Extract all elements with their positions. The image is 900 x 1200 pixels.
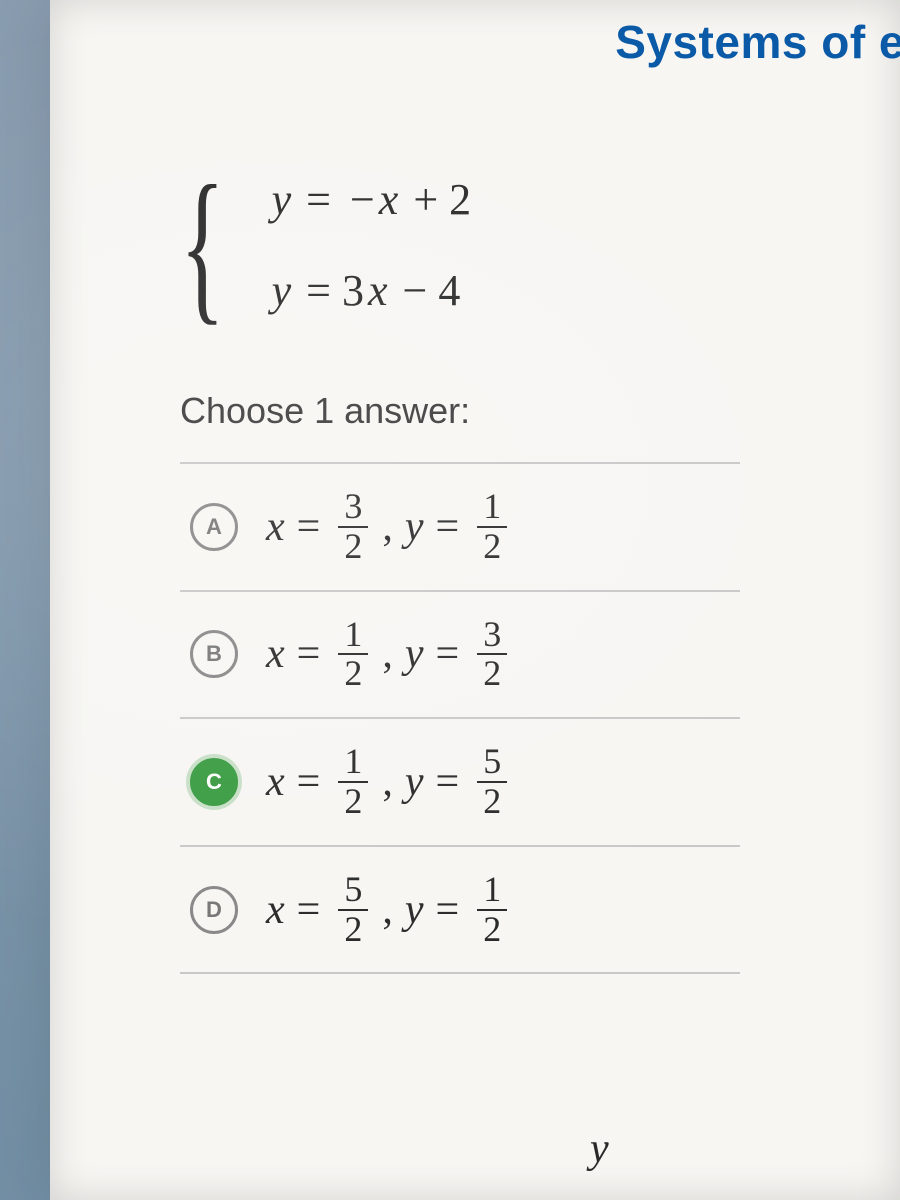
equation-1: y = −x + 2 — [272, 174, 476, 225]
choice-a-x-den: 2 — [338, 528, 368, 566]
choice-b-text: x= 12 ,y= 32 — [266, 616, 513, 694]
choice-b-x-num: 1 — [338, 616, 368, 656]
stray-y-label: y — [590, 1125, 609, 1173]
question-content: { y = −x + 2 y = 3x − 4 Choose 1 answer:… — [180, 160, 830, 974]
choose-prompt: Choose 1 answer: — [180, 390, 830, 432]
choice-d-x-num: 5 — [338, 871, 368, 911]
radio-a[interactable]: A — [190, 503, 238, 551]
choice-a[interactable]: A x= 32 ,y= 12 — [180, 462, 740, 590]
choice-c-text: x= 12 ,y= 52 — [266, 743, 513, 821]
radio-d[interactable]: D — [190, 886, 238, 934]
equation-2: y = 3x − 4 — [272, 265, 476, 316]
equation-list: y = −x + 2 y = 3x − 4 — [272, 174, 476, 316]
choice-a-x-num: 3 — [338, 488, 368, 528]
choice-a-y-den: 2 — [477, 528, 507, 566]
radio-c[interactable]: C — [190, 758, 238, 806]
choice-c-y-num: 5 — [477, 743, 507, 783]
page-title: Systems of e — [615, 15, 900, 69]
choice-b-y-den: 2 — [477, 655, 507, 693]
choice-b-y-num: 3 — [477, 616, 507, 656]
choice-c-x-num: 1 — [338, 743, 368, 783]
choice-b-x-den: 2 — [338, 655, 368, 693]
choice-b[interactable]: B x= 12 ,y= 32 — [180, 590, 740, 718]
radio-b[interactable]: B — [190, 630, 238, 678]
choice-c-x-den: 2 — [338, 783, 368, 821]
choice-d-y-num: 1 — [477, 871, 507, 911]
brace-icon: { — [180, 160, 225, 330]
equation-system: { y = −x + 2 y = 3x − 4 — [180, 160, 830, 330]
choice-d-text: x= 52 ,y= 12 — [266, 871, 513, 949]
choice-d-y-den: 2 — [477, 911, 507, 949]
choice-d[interactable]: D x= 52 ,y= 12 — [180, 845, 740, 975]
choice-c[interactable]: C x= 12 ,y= 52 — [180, 717, 740, 845]
choice-d-x-den: 2 — [338, 911, 368, 949]
choice-c-y-den: 2 — [477, 783, 507, 821]
page-surface: Systems of e { y = −x + 2 y = 3x − 4 Cho… — [50, 0, 900, 1200]
choice-list: A x= 32 ,y= 12 B x= 12 ,y= 32 C — [180, 462, 740, 974]
choice-a-y-num: 1 — [477, 488, 507, 528]
choice-a-text: x= 32 ,y= 12 — [266, 488, 513, 566]
